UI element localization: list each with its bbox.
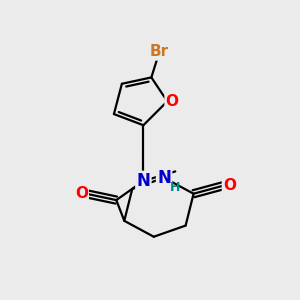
Text: O: O <box>223 178 236 193</box>
Text: N: N <box>136 172 150 190</box>
Text: Br: Br <box>150 44 169 59</box>
Text: O: O <box>75 186 88 201</box>
Text: N: N <box>157 169 171 187</box>
Text: O: O <box>166 94 178 109</box>
Text: H: H <box>170 181 180 194</box>
